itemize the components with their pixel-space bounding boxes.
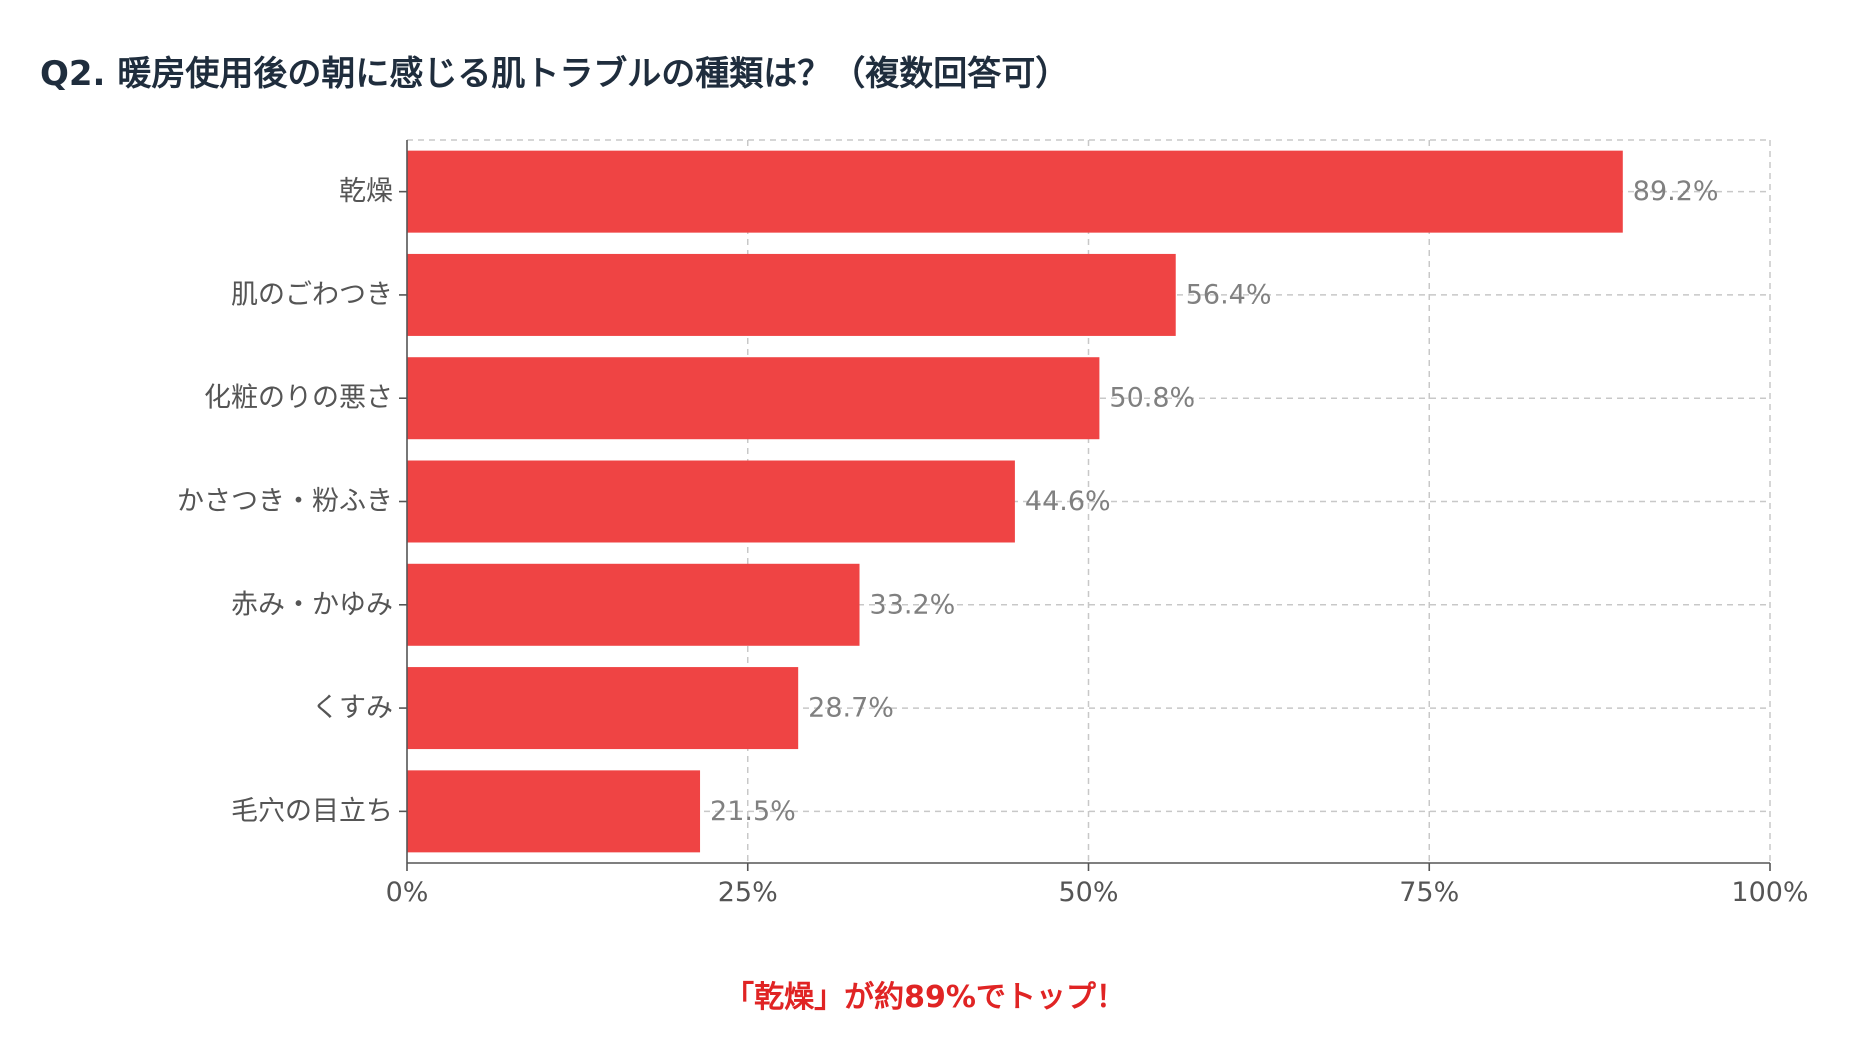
x-tick-label-1: 25% xyxy=(718,877,778,908)
bar-0 xyxy=(407,150,1623,233)
bar-6 xyxy=(407,770,701,853)
bar-5 xyxy=(407,667,799,750)
x-tick-label-0: 0% xyxy=(386,877,429,908)
category-label-5: くすみ xyxy=(312,693,393,724)
value-label-0: 89.2% xyxy=(1633,176,1719,207)
category-label-4: 赤み・かゆみ xyxy=(231,589,393,620)
footnote-highlight: 「乾燥」が約89%でトップ！ xyxy=(724,980,1126,1015)
bar-1 xyxy=(407,253,1176,336)
value-label-2: 50.8% xyxy=(1109,383,1195,414)
x-tick-label-2: 50% xyxy=(1058,877,1118,908)
axes xyxy=(399,140,1771,871)
category-label-0: 乾燥 xyxy=(339,176,393,207)
category-label-3: かさつき・粉ふき xyxy=(177,486,393,517)
chart-title: Q2. 暖房使用後の朝に感じる肌トラブルの種類は？（複数回答可） xyxy=(40,54,1070,94)
bar-3 xyxy=(407,460,1015,543)
value-label-5: 28.7% xyxy=(808,693,894,724)
bar-2 xyxy=(407,357,1100,440)
value-label-6: 21.5% xyxy=(710,796,796,827)
x-tick-label-4: 100% xyxy=(1731,877,1808,908)
x-tick-label-3: 75% xyxy=(1399,877,1459,908)
value-label-4: 33.2% xyxy=(870,589,956,620)
value-label-1: 56.4% xyxy=(1186,279,1272,310)
category-label-6: 毛穴の目立ち xyxy=(231,796,393,827)
bar-4 xyxy=(407,563,860,646)
value-label-3: 44.6% xyxy=(1025,486,1111,517)
labels: 89.2% 乾燥 56.4% 肌のごわつき 50.8% 化粧のりの悪さ 44.6% かさつき・… xyxy=(177,176,1809,908)
category-label-1: 肌のごわつき xyxy=(231,279,393,310)
bars xyxy=(407,150,1623,853)
category-label-2: 化粧のりの悪さ xyxy=(204,383,393,414)
